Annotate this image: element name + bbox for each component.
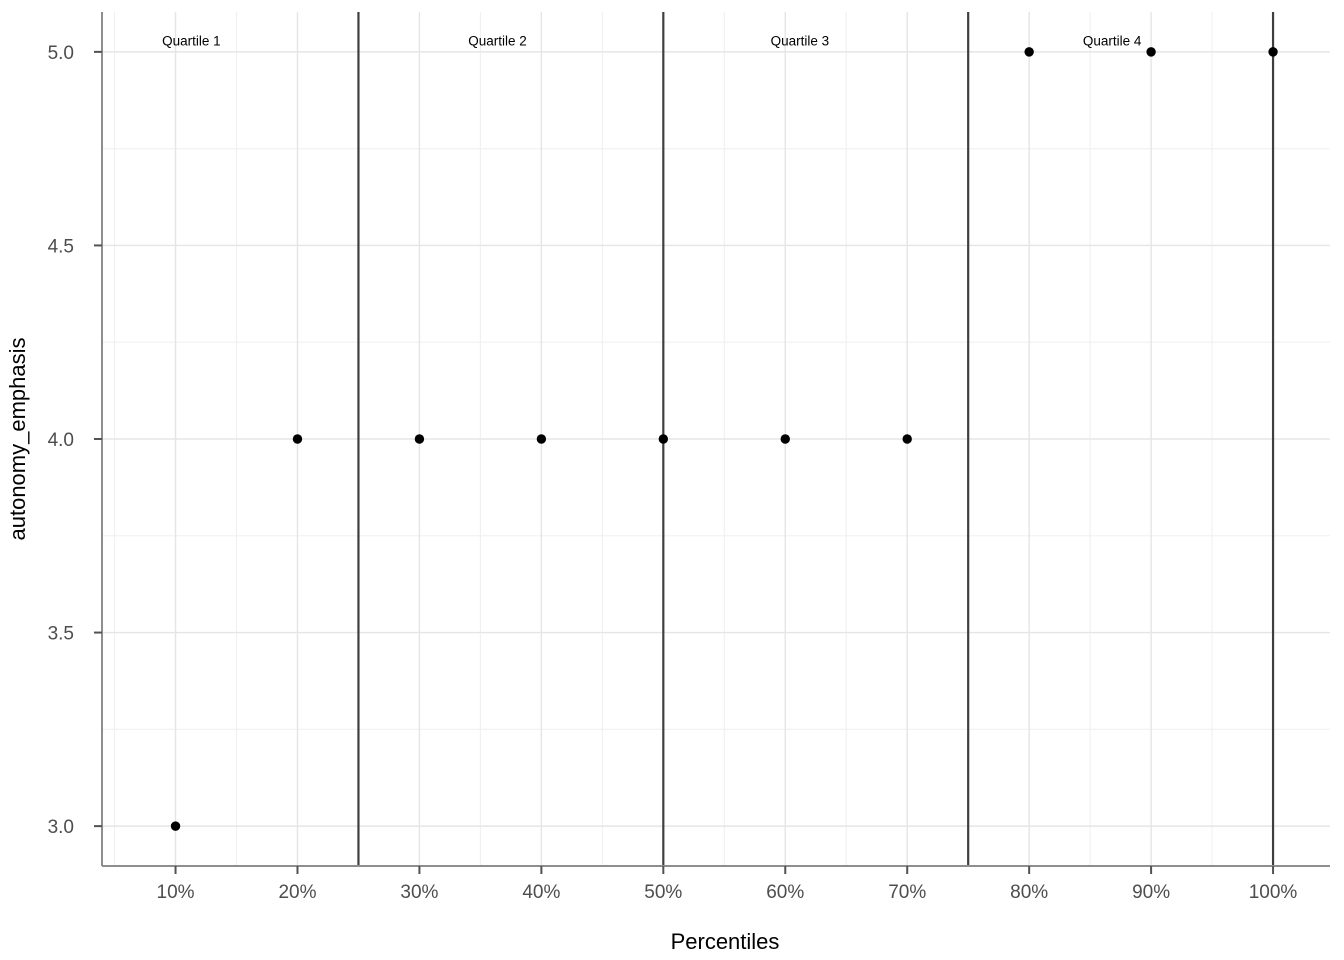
data-point xyxy=(414,434,425,444)
data-points-group xyxy=(170,47,1278,831)
x-tick-label: 100% xyxy=(1249,882,1298,903)
y-tick-label: 3.5 xyxy=(48,624,74,645)
annotations-group: Quartile 1 Quartile 2 Quartile 3 Quartile 4 xyxy=(162,33,1142,48)
x-tick-label: 20% xyxy=(278,882,316,903)
y-tick-label: 4.5 xyxy=(48,236,74,257)
quartile-label: Quartile 3 xyxy=(771,33,830,48)
data-point xyxy=(292,434,303,444)
quartile-label: Quartile 2 xyxy=(468,33,527,48)
data-point xyxy=(1268,47,1278,57)
quartile-label: Quartile 4 xyxy=(1083,33,1142,48)
x-tick-label: 50% xyxy=(644,882,682,903)
data-point xyxy=(1024,47,1034,57)
grid-major-group xyxy=(102,12,1330,866)
data-point xyxy=(1146,47,1156,57)
y-tick-label: 4.0 xyxy=(48,430,74,451)
x-tick-label: 10% xyxy=(157,882,195,903)
quartile-label: Quartile 1 xyxy=(162,33,221,48)
data-point xyxy=(780,434,790,444)
axes-group xyxy=(94,12,1330,874)
data-point xyxy=(658,434,669,444)
x-tick-label: 80% xyxy=(1010,882,1048,903)
x-tick-label: 70% xyxy=(888,882,926,903)
data-point xyxy=(170,821,181,831)
tick-labels-group: 10% 20% 30% 40% 50% 60% 70% 80% 90% 100% 3.0 3.5 4.0… xyxy=(48,43,1298,903)
x-tick-label: 30% xyxy=(400,882,438,903)
x-tick-label: 60% xyxy=(766,882,804,903)
y-axis-title: autonomy_emphasis xyxy=(5,337,30,540)
x-tick-label: 40% xyxy=(522,882,560,903)
x-axis-title: Percentiles xyxy=(671,929,780,954)
y-tick-label: 3.0 xyxy=(48,817,74,838)
y-tick-label: 5.0 xyxy=(48,43,74,64)
data-point xyxy=(902,434,912,444)
x-tick-label: 90% xyxy=(1132,882,1170,903)
data-point xyxy=(536,434,547,444)
